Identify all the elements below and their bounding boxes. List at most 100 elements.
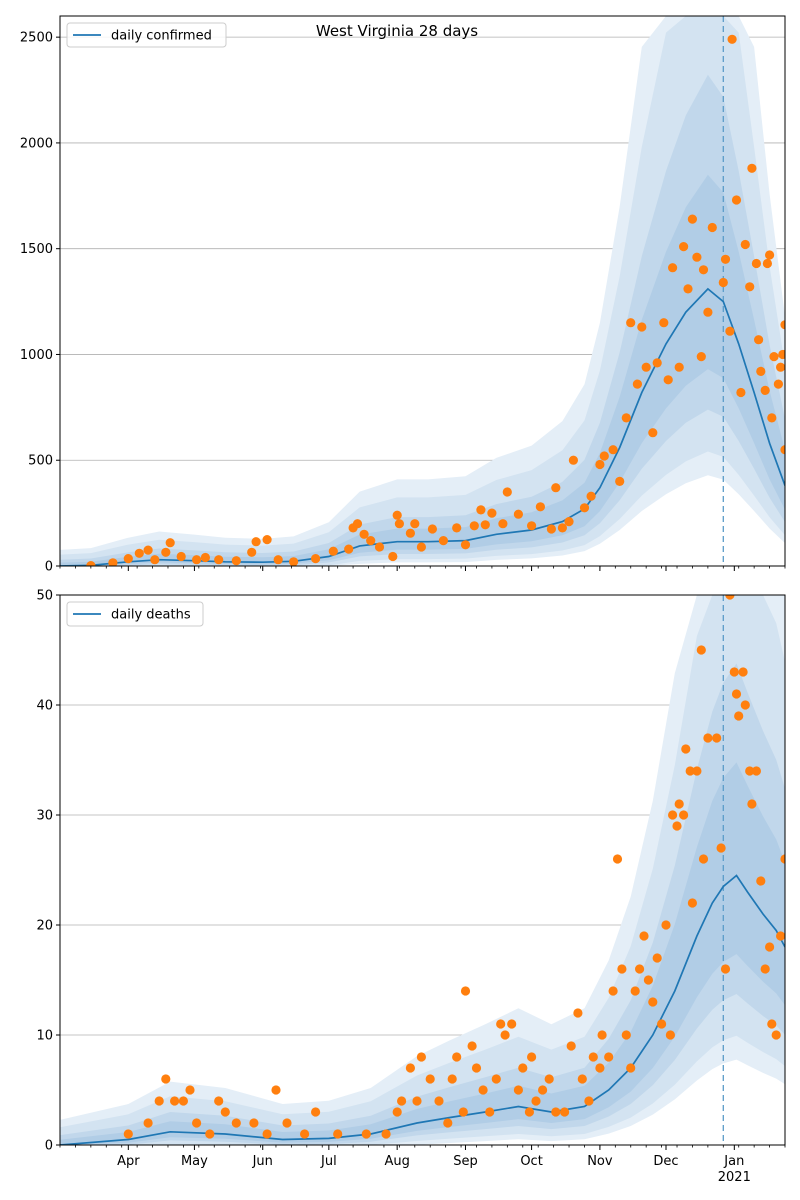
confirmed-observed-point xyxy=(200,552,210,563)
deaths-observed-point xyxy=(192,1118,202,1128)
confirmed-observed-point xyxy=(452,523,462,533)
confirmed-observed-point xyxy=(480,520,490,530)
confirmed-observed-point xyxy=(469,521,479,531)
confirmed-observed-point xyxy=(626,318,636,328)
confirmed-observed-point xyxy=(780,320,785,330)
confirmed-observed-point xyxy=(751,258,762,269)
deaths-observed-point xyxy=(692,766,702,776)
confirmed-observed-point xyxy=(773,379,784,389)
confirmed-observed-point xyxy=(586,491,596,501)
confirmed-observed-point xyxy=(679,242,689,252)
confirmed-observed-point xyxy=(134,548,144,558)
confirmed-observed-point xyxy=(648,428,658,438)
confirmed-legend-box xyxy=(66,22,227,48)
confirmed-observed-point xyxy=(765,250,775,260)
deaths-observed-point xyxy=(731,689,742,699)
confirmed-observed-point xyxy=(366,536,376,546)
deaths-observed-point xyxy=(597,1030,607,1040)
confirmed-observed-point xyxy=(123,554,133,564)
deaths-observed-point xyxy=(460,986,471,996)
deaths-observed-point xyxy=(665,1030,676,1040)
confirmed-observed-point xyxy=(652,358,662,368)
confirmed-observed-point xyxy=(498,519,508,529)
deaths-observed-point xyxy=(262,1129,272,1139)
deaths-observed-point xyxy=(214,1096,224,1106)
confirmed-observed-point xyxy=(632,379,643,389)
confirmed-observed-point xyxy=(696,352,706,362)
deaths-observed-point xyxy=(716,843,726,853)
deaths-observed-point xyxy=(639,931,649,941)
deaths-observed-point xyxy=(300,1129,310,1139)
deaths-observed-point xyxy=(551,1107,561,1117)
deaths-observed-point xyxy=(776,931,785,941)
deaths-observed-point xyxy=(681,744,691,754)
confirmed-observed-point xyxy=(86,561,96,566)
deaths-observed-point xyxy=(734,711,744,721)
confirmed-observed-point xyxy=(438,536,448,546)
confirmed-panel: 0 500 1000 1500 2000 2500 daily confirmed xyxy=(20,15,786,575)
deaths-observed-point xyxy=(220,1107,230,1117)
deaths-observed-point xyxy=(635,964,645,974)
deaths-observed-point xyxy=(674,799,684,809)
deaths-observed-point xyxy=(507,1019,517,1029)
deaths-x-tick-label: Jan xyxy=(723,1154,744,1169)
deaths-observed-point xyxy=(573,1008,583,1018)
deaths-observed-point xyxy=(333,1129,343,1139)
deaths-observed-point xyxy=(416,1052,426,1062)
confirmed-observed-point xyxy=(608,445,618,455)
deaths-observed-point xyxy=(703,733,713,743)
deaths-observed-point xyxy=(771,1030,781,1040)
deaths-observed-point xyxy=(123,1129,133,1139)
confirmed-observed-point xyxy=(637,322,647,332)
deaths-observed-point xyxy=(447,1074,457,1084)
deaths-observed-point xyxy=(760,964,770,974)
deaths-legend-label: daily deaths xyxy=(111,608,191,623)
deaths-observed-point xyxy=(249,1118,259,1128)
confirmed-uncertainty-band xyxy=(60,174,785,566)
confirmed-observed-point xyxy=(776,362,785,372)
deaths-observed-point xyxy=(143,1118,153,1128)
confirmed-observed-point xyxy=(579,503,590,513)
confirmed-y-tick-label: 1500 xyxy=(20,242,53,257)
deaths-observed-point xyxy=(668,810,678,820)
deaths-observed-point xyxy=(478,1085,488,1095)
deaths-x-tick-label: Aug xyxy=(384,1154,409,1169)
confirmed-observed-point xyxy=(754,335,764,345)
confirmed-observed-point xyxy=(595,459,605,470)
confirmed-observed-point xyxy=(416,542,426,552)
deaths-observed-point xyxy=(527,1052,537,1062)
confirmed-observed-point xyxy=(599,451,609,461)
confirmed-observed-point xyxy=(535,502,546,512)
deaths-observed-point xyxy=(630,986,640,996)
deaths-observed-point xyxy=(513,1085,524,1095)
confirmed-y-tick-label: 2500 xyxy=(20,31,53,46)
confirmed-observed-point xyxy=(551,483,561,493)
deaths-observed-point xyxy=(361,1129,371,1139)
confirmed-observed-point xyxy=(460,540,471,550)
confirmed-legend-label: daily confirmed xyxy=(111,29,212,44)
deaths-observed-point xyxy=(604,1052,614,1062)
deaths-observed-point xyxy=(698,854,709,864)
deaths-panel: 0 10 20 30 40 50 Apr May Jun Jul Aug Sep Oct Nov Dec Ja… xyxy=(36,589,786,1185)
confirmed-observed-point xyxy=(476,505,486,515)
deaths-observed-point xyxy=(170,1096,180,1106)
deaths-observed-point xyxy=(725,595,735,600)
deaths-observed-point xyxy=(471,1063,482,1073)
deaths-observed-point xyxy=(687,898,698,908)
deaths-observed-point xyxy=(205,1129,215,1139)
deaths-observed-point xyxy=(712,733,722,743)
confirmed-observed-point xyxy=(214,555,224,565)
confirmed-observed-point xyxy=(150,555,160,565)
deaths-observed-point xyxy=(685,766,695,776)
confirmed-observed-point xyxy=(698,265,709,275)
deaths-observed-point xyxy=(185,1085,195,1095)
confirmed-observed-point xyxy=(778,349,785,360)
deaths-observed-point xyxy=(745,766,755,776)
confirmed-observed-point xyxy=(731,195,742,205)
deaths-uncertainty-band xyxy=(60,762,785,1145)
deaths-observed-point xyxy=(767,1019,777,1029)
deaths-observed-point xyxy=(271,1085,281,1095)
confirmed-median-line xyxy=(60,287,785,566)
deaths-observed-point xyxy=(740,700,750,710)
deaths-observed-point xyxy=(652,953,662,963)
